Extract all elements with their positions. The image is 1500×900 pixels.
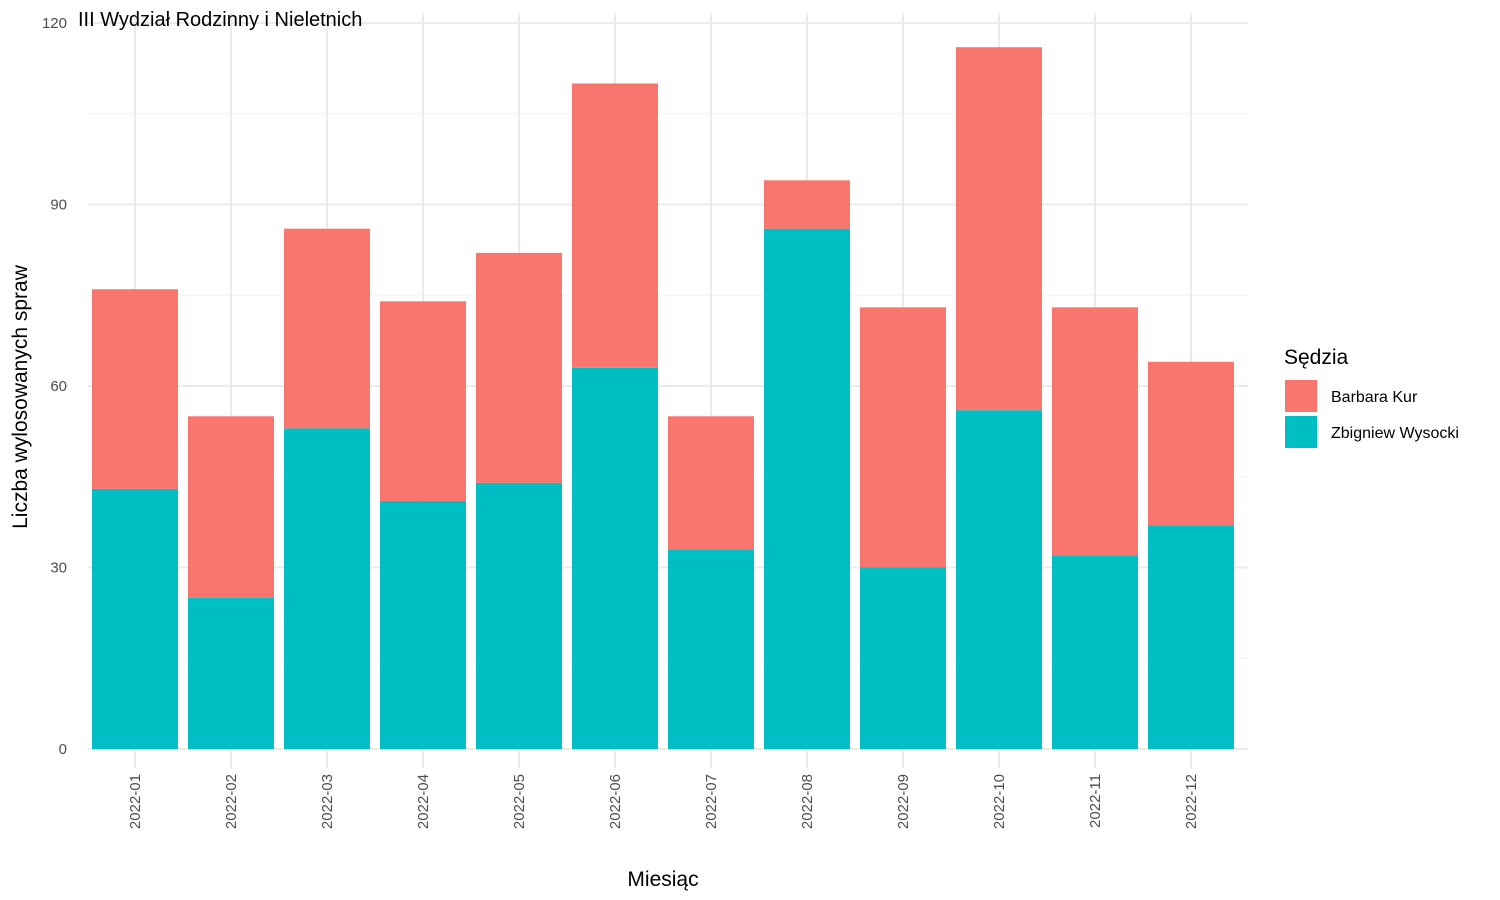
- y-tick-label: 90: [50, 197, 67, 214]
- x-axis-title: Miesiąc: [627, 868, 698, 891]
- bar-segment: [92, 289, 178, 489]
- bar-segment: [476, 252, 562, 483]
- legend-swatch: [1285, 416, 1317, 448]
- bar-segment: [380, 500, 466, 749]
- bar-segment: [1052, 307, 1138, 556]
- x-axis-ticks: 2022-01 2022-02 2022-03 2022-04 2022-05 2022-…: [127, 774, 1200, 829]
- x-tick-label: 2022-01: [127, 774, 144, 829]
- bar-segment: [92, 488, 178, 749]
- bar-segment: [380, 301, 466, 501]
- bar-segment: [956, 410, 1042, 749]
- chart-title: III Wydział Rodzinny i Nieletnich: [78, 9, 362, 31]
- bar-segment: [956, 47, 1042, 411]
- x-tick-label: 2022-12: [1183, 774, 1200, 829]
- y-axis-title: Liczba wylosowanych spraw: [9, 264, 32, 529]
- bar-segment: [764, 180, 850, 229]
- bar-segment: [188, 416, 274, 598]
- bars: [92, 47, 1234, 749]
- bar-segment: [764, 228, 850, 749]
- bar-segment: [860, 307, 946, 568]
- bar-segment: [572, 367, 658, 749]
- bar-segment: [860, 567, 946, 749]
- legend-swatch: [1285, 380, 1317, 412]
- x-tick-label: 2022-05: [511, 774, 528, 829]
- bar-segment: [476, 482, 562, 749]
- legend-label: Barbara Kur: [1331, 389, 1418, 406]
- x-tick-label: 2022-03: [319, 774, 336, 829]
- x-tick-label: 2022-04: [415, 774, 432, 829]
- bar-segment: [1148, 361, 1234, 526]
- x-tick-label: 2022-06: [607, 774, 624, 829]
- bar-segment: [284, 228, 370, 429]
- y-tick-label: 60: [50, 378, 67, 395]
- legend: Sędzia Barbara Kur Zbigniew Wysocki: [1284, 346, 1459, 448]
- y-axis-ticks: 0 30 60 90 120: [42, 15, 67, 758]
- y-tick-label: 0: [59, 741, 67, 758]
- bar-segment: [284, 428, 370, 749]
- legend-items: Barbara Kur Zbigniew Wysocki: [1285, 380, 1459, 448]
- x-tick-label: 2022-08: [799, 774, 816, 829]
- legend-title: Sędzia: [1284, 346, 1349, 369]
- x-tick-label: 2022-09: [895, 774, 912, 829]
- legend-label: Zbigniew Wysocki: [1331, 425, 1459, 442]
- bar-segment: [668, 416, 754, 550]
- x-tick-label: 2022-10: [991, 774, 1008, 829]
- bar-segment: [668, 549, 754, 749]
- bar-segment: [188, 597, 274, 749]
- y-tick-label: 120: [42, 15, 67, 32]
- x-tick-label: 2022-07: [703, 774, 720, 829]
- bar-segment: [572, 83, 658, 368]
- x-tick-label: 2022-11: [1087, 774, 1104, 828]
- bar-segment: [1148, 525, 1234, 749]
- bar-segment: [1052, 555, 1138, 749]
- y-tick-label: 30: [50, 560, 67, 577]
- x-tick-label: 2022-02: [223, 774, 240, 829]
